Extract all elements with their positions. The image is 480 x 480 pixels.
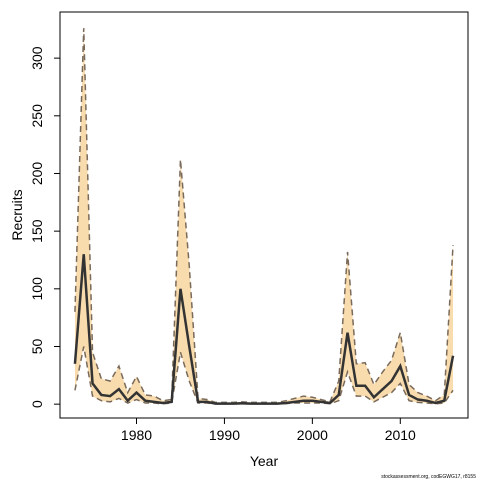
x-axis-label: Year: [250, 453, 279, 469]
x-tick-label: 2000: [297, 427, 328, 443]
upper-bound: [74, 28, 454, 404]
y-tick-label: 150: [29, 219, 45, 243]
y-tick-label: 250: [29, 104, 45, 128]
y-axis-label: Recruits: [9, 189, 25, 240]
x-tick-label: 1980: [121, 427, 152, 443]
y-tick-label: 100: [29, 277, 45, 301]
y-tick-label: 50: [29, 338, 45, 354]
estimate-line: [73, 254, 455, 405]
x-tick-label: 1990: [209, 427, 240, 443]
y-tick-label: 0: [29, 400, 45, 408]
lower-bound: [74, 346, 454, 405]
y-tick-label: 200: [29, 162, 45, 186]
y-tick-label: 300: [29, 46, 45, 70]
footer: stockassessment.org, codEGWG17, r8155: [381, 474, 476, 480]
plot-frame: [59, 11, 469, 419]
x-tick-label: 2010: [385, 427, 416, 443]
